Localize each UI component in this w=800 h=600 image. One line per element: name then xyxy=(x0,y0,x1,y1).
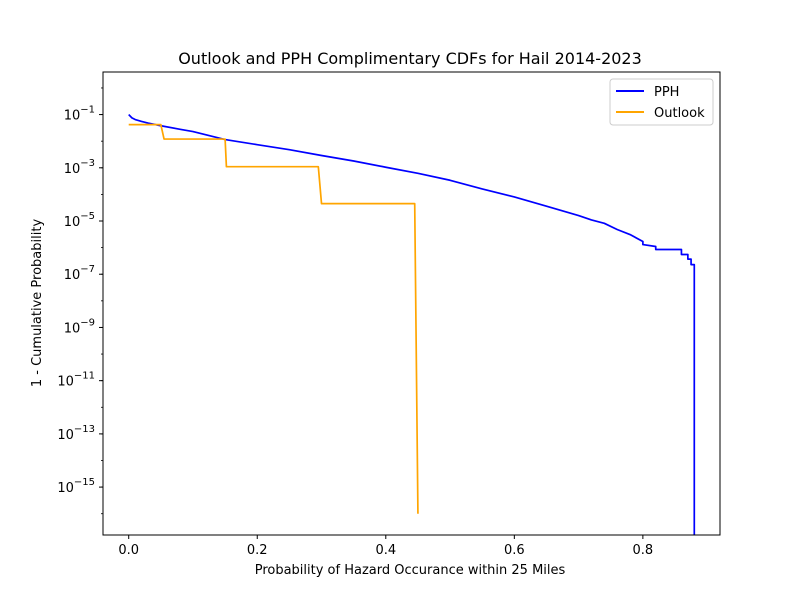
y-tick-label-base: 10 xyxy=(64,215,81,230)
x-tick-label: 0.8 xyxy=(633,543,654,558)
x-tick-label: 0.0 xyxy=(118,543,139,558)
y-tick-label-base: 10 xyxy=(64,268,81,283)
y-tick-label-base: 10 xyxy=(57,375,74,390)
y-tick-label-base: 10 xyxy=(64,162,81,177)
x-tick-label: 0.4 xyxy=(375,543,396,558)
chart-title: Outlook and PPH Complimentary CDFs for H… xyxy=(178,49,642,68)
y-tick-label: 10−9 xyxy=(64,317,95,336)
y-tick-label-exponent: −1 xyxy=(80,105,95,116)
series-line-pph xyxy=(128,113,696,535)
y-tick-label-base: 10 xyxy=(64,321,81,336)
y-tick-label-exponent: −13 xyxy=(74,424,95,435)
y-tick-label: 10−1 xyxy=(64,105,95,124)
x-tick-label: 0.6 xyxy=(504,543,525,558)
legend-label-outlook: Outlook xyxy=(654,106,705,121)
y-tick-label-exponent: −5 xyxy=(80,211,95,222)
legend-label-pph: PPH xyxy=(654,85,679,100)
y-tick-label: 10−7 xyxy=(64,264,95,283)
y-axis-label: 1 - Cumulative Probability xyxy=(30,219,45,388)
x-axis-label: Probability of Hazard Occurance within 2… xyxy=(255,563,566,578)
y-tick-label-base: 10 xyxy=(64,109,81,124)
y-tick-label: 10−5 xyxy=(64,211,95,230)
y-tick-label: 10−11 xyxy=(57,371,95,390)
y-tick-label: 10−13 xyxy=(57,424,95,443)
x-axis-ticks: 0.0 0.2 0.4 0.6 0.8 xyxy=(118,535,653,558)
x-tick-label: 0.2 xyxy=(247,543,268,558)
y-tick-label: 10−3 xyxy=(64,158,95,177)
legend: PPH Outlook xyxy=(609,78,714,126)
series-layer xyxy=(128,113,696,535)
y-tick-label-exponent: −7 xyxy=(80,264,95,275)
plot-frame xyxy=(102,71,721,536)
y-tick-label-exponent: −9 xyxy=(80,317,95,328)
y-tick-label-exponent: −11 xyxy=(74,371,95,382)
y-tick-label-exponent: −3 xyxy=(80,158,95,169)
y-tick-label: 10−15 xyxy=(57,477,95,496)
y-tick-label-base: 10 xyxy=(57,428,74,443)
y-tick-label-base: 10 xyxy=(57,481,74,496)
series-line-outlook xyxy=(128,123,419,514)
y-tick-label-exponent: −15 xyxy=(74,477,95,488)
